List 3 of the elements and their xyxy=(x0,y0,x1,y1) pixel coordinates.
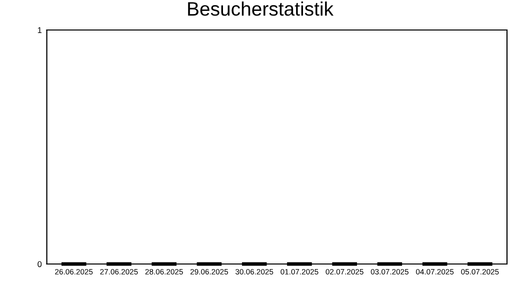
chart-title: Besucherstatistik xyxy=(188,2,334,16)
y-tick-label: 1 xyxy=(38,27,42,34)
y-tick-label: 0 xyxy=(38,261,42,268)
